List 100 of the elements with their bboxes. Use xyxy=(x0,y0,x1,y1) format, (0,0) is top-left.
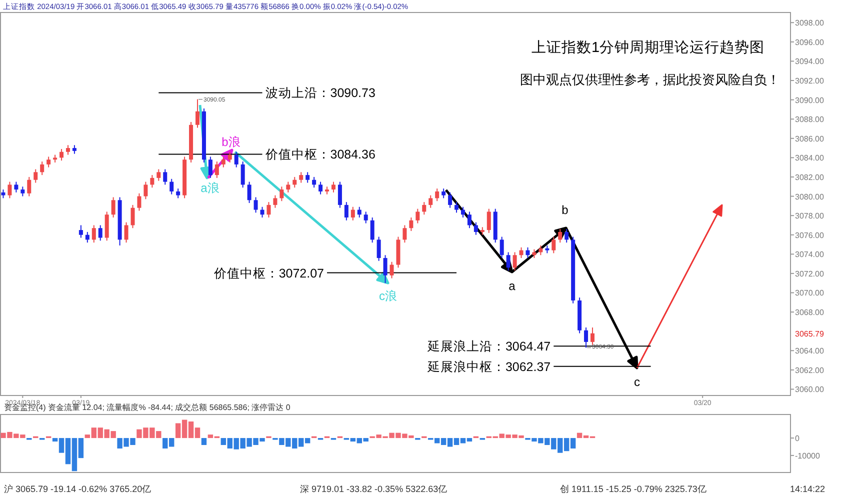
series-label: 波动上沿：3090.73 xyxy=(265,86,376,100)
candlestick xyxy=(273,194,278,208)
series-label: 延展浪上沿：3064.47 xyxy=(426,338,551,354)
y-tick-label: 3096.00 xyxy=(795,38,824,47)
text: 沪 3065.79 -19.14 -0.62% 3765.20亿 xyxy=(4,484,152,494)
annotation: b浪 xyxy=(222,135,240,149)
candlestick xyxy=(144,181,148,200)
candlestick xyxy=(240,161,245,188)
candlestick xyxy=(130,204,135,229)
candlestick xyxy=(299,172,304,184)
candlestick xyxy=(486,208,491,234)
y-tick-label: 3082.00 xyxy=(795,172,824,182)
candlestick xyxy=(416,208,420,224)
candlestick xyxy=(338,181,342,208)
candlestick xyxy=(14,181,18,193)
candlestick xyxy=(512,252,517,272)
candlestick xyxy=(286,181,290,193)
candlestick xyxy=(292,176,297,188)
candlestick xyxy=(318,181,323,195)
candlestick xyxy=(46,156,51,168)
candlestick xyxy=(312,176,316,188)
series-label: 价值中枢：3084.36 xyxy=(264,148,376,162)
y-tick-label: 3074.00 xyxy=(795,250,824,260)
candlestick xyxy=(228,151,232,163)
candlestick xyxy=(383,254,388,284)
candlestick xyxy=(176,188,180,199)
y-tick-label: 3078.00 xyxy=(795,212,824,221)
candlestick xyxy=(104,211,109,242)
text: 14:14:22 xyxy=(790,484,826,494)
text: 上证指数1分钟周期理论运行趋势图 xyxy=(531,39,765,56)
candlestick xyxy=(124,222,128,244)
candlestick xyxy=(247,181,252,204)
candlestick xyxy=(409,216,414,232)
y-tick-label: 3084.00 xyxy=(795,154,824,163)
candlestick xyxy=(590,326,594,346)
candlestick xyxy=(460,206,465,218)
candlestick xyxy=(474,222,478,236)
candlestick xyxy=(221,156,226,168)
candlestick xyxy=(137,192,142,212)
candlestick xyxy=(376,236,381,262)
candlestick xyxy=(280,186,284,202)
annotation: a浪 xyxy=(200,181,220,195)
candlestick xyxy=(306,172,310,184)
candlestick xyxy=(370,216,374,244)
y-tick-label: 3092.00 xyxy=(795,76,824,86)
y-tick-label: 3088.00 xyxy=(795,115,824,124)
candlestick xyxy=(266,202,271,218)
y-tick-label: 3098.00 xyxy=(795,18,824,28)
y-tick-label: 3072.00 xyxy=(795,269,824,278)
candlestick xyxy=(163,168,168,186)
candlestick xyxy=(454,202,459,214)
candlestick xyxy=(344,202,348,221)
candlestick xyxy=(564,228,569,244)
candlestick xyxy=(538,244,543,256)
y-tick-label: 3062.00 xyxy=(795,366,824,375)
candlestick xyxy=(8,181,12,199)
candlestick xyxy=(506,252,510,272)
candlestick xyxy=(40,161,44,176)
candlestick xyxy=(558,228,562,244)
candlestick xyxy=(156,168,161,182)
y-tick-label: 3060.00 xyxy=(795,385,824,394)
candlestick xyxy=(350,206,355,221)
candlestick xyxy=(526,246,530,259)
candlestick xyxy=(234,151,238,168)
candlestick xyxy=(196,98,200,128)
candlestick xyxy=(214,161,219,178)
candlestick xyxy=(208,156,212,178)
text: 3065.79 xyxy=(795,329,824,338)
y-tick-label: 3080.00 xyxy=(795,192,824,202)
y-tick-label: 3068.00 xyxy=(795,308,824,318)
y-tick-label: 3070.00 xyxy=(795,288,824,298)
y-tick-label: 3086.00 xyxy=(795,134,824,144)
y-tick-label: 3090.00 xyxy=(795,96,824,105)
candlestick xyxy=(357,206,362,218)
candlestick xyxy=(364,211,368,224)
candlestick xyxy=(260,206,264,218)
candlestick xyxy=(584,326,588,348)
annotation: a xyxy=(508,279,516,293)
candlestick xyxy=(66,144,70,156)
annotation: b xyxy=(562,203,569,217)
candlestick xyxy=(552,236,556,254)
candlestick xyxy=(98,224,102,242)
candlestick xyxy=(467,211,472,229)
annotation: c xyxy=(634,375,640,389)
candlestick xyxy=(390,261,394,279)
candlestick xyxy=(428,194,433,208)
bar xyxy=(201,438,207,446)
candlestick xyxy=(92,224,96,244)
candlestick xyxy=(20,186,25,197)
text: 图中观点仅供理性参考，据此投资风险自负！ xyxy=(520,72,780,87)
candlestick xyxy=(442,188,446,199)
candlestick xyxy=(150,174,154,188)
candlestick xyxy=(519,246,524,259)
candlestick xyxy=(78,224,83,238)
candlestick xyxy=(402,224,407,244)
candlestick xyxy=(448,192,452,208)
y-tick-label: -10000 xyxy=(795,451,820,460)
y-tick-label: 3064.00 xyxy=(795,346,824,356)
candlestick xyxy=(435,188,440,202)
text: 深 9719.01 -33.82 -0.35% 5322.63亿 xyxy=(300,484,448,494)
